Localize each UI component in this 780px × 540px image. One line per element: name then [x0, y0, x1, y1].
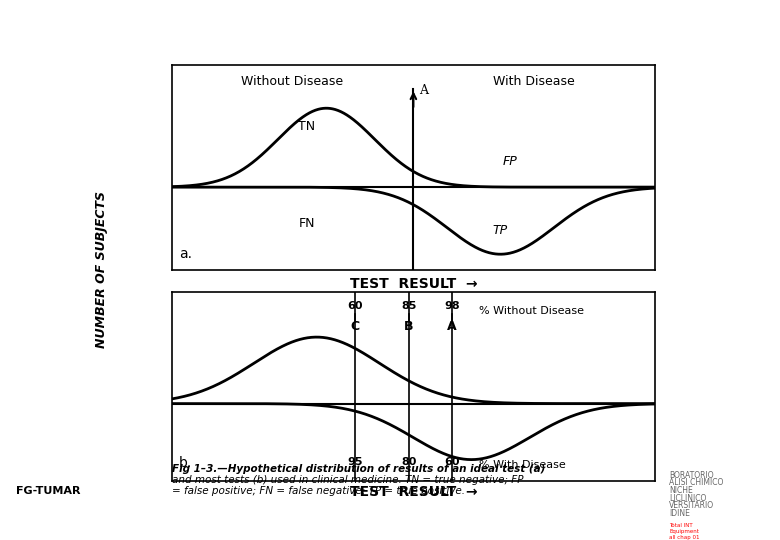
Text: NUMBER OF SUBJECTS: NUMBER OF SUBJECTS [95, 192, 108, 348]
Text: TEST  RESULT  →: TEST RESULT → [349, 277, 477, 291]
Text: A: A [447, 320, 457, 333]
Text: LICLINICO: LICLINICO [669, 494, 707, 503]
Text: 80: 80 [401, 457, 417, 467]
Text: 60: 60 [348, 301, 363, 311]
Text: TEST  RESULT  →: TEST RESULT → [349, 485, 477, 499]
Text: FN: FN [299, 217, 315, 230]
Text: A: A [419, 84, 428, 97]
Text: ALISI CHIMICO: ALISI CHIMICO [669, 478, 724, 488]
Text: % With Disease: % With Disease [479, 460, 566, 470]
Text: % Without Disease: % Without Disease [479, 306, 583, 316]
Text: NICHE: NICHE [669, 486, 693, 495]
Text: FG-TUMAR: FG-TUMAR [16, 486, 80, 496]
Text: B: B [404, 320, 413, 333]
Text: and most tests (b) used in clinical medicine. TN = true negative; FP: and most tests (b) used in clinical medi… [172, 475, 523, 485]
Text: C: C [351, 320, 360, 333]
Text: 98: 98 [445, 301, 460, 311]
Text: Fig 1–3.—Hypothetical distribution of results of an ideal test (a): Fig 1–3.—Hypothetical distribution of re… [172, 464, 545, 475]
Text: IDINE: IDINE [669, 509, 690, 518]
Text: TP: TP [493, 225, 508, 238]
Text: = false positive; FN = false negative; TP = true positive.: = false positive; FN = false negative; T… [172, 486, 465, 496]
Text: With Disease: With Disease [494, 75, 575, 87]
Text: Total INT
Equipment
all chap 01: Total INT Equipment all chap 01 [669, 523, 700, 540]
Text: VERSITARIO: VERSITARIO [669, 501, 714, 510]
Text: 95: 95 [348, 457, 363, 467]
Text: 85: 85 [401, 301, 417, 311]
Text: TN: TN [299, 120, 316, 133]
Text: Without Disease: Without Disease [242, 75, 343, 87]
Text: a.: a. [179, 247, 192, 261]
Text: FP: FP [503, 155, 517, 168]
Text: b.: b. [179, 456, 192, 470]
Text: 60: 60 [445, 457, 460, 467]
Text: BORATORIO: BORATORIO [669, 471, 714, 480]
